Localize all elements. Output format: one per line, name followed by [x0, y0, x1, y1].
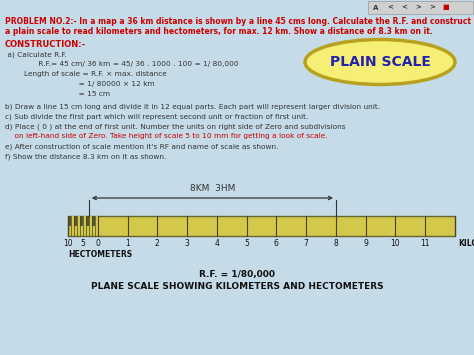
- Text: b) Draw a line 15 cm long and divide it in 12 equal parts. Each part will repres: b) Draw a line 15 cm long and divide it …: [5, 103, 380, 109]
- Text: PLANE SCALE SHOWING KILOMETERS AND HECTOMETERS: PLANE SCALE SHOWING KILOMETERS AND HECTO…: [91, 282, 383, 291]
- Text: 3: 3: [185, 239, 190, 248]
- Text: CONSTRUCTION:-: CONSTRUCTION:-: [5, 40, 86, 49]
- Text: <: <: [401, 5, 407, 11]
- Text: ■: ■: [443, 5, 449, 11]
- Text: R.F. = 1/80,000: R.F. = 1/80,000: [199, 270, 275, 279]
- Bar: [86, 216, 89, 226]
- Bar: [83, 216, 86, 226]
- Text: 10: 10: [63, 239, 73, 248]
- Text: 6: 6: [274, 239, 279, 248]
- Text: 8: 8: [334, 239, 338, 248]
- Text: 4: 4: [214, 239, 219, 248]
- Text: 5: 5: [81, 239, 85, 248]
- Text: >: >: [415, 5, 421, 11]
- Text: = 15 cm: = 15 cm: [5, 91, 110, 97]
- Bar: [95, 216, 98, 226]
- Text: c) Sub divide the first part which will represent second unit or fraction of fir: c) Sub divide the first part which will …: [5, 113, 309, 120]
- Text: 8KM  3HM: 8KM 3HM: [190, 184, 235, 193]
- Text: PROBLEM NO.2:- In a map a 36 km distance is shown by a line 45 cms long. Calcula: PROBLEM NO.2:- In a map a 36 km distance…: [5, 17, 471, 26]
- Bar: [92, 216, 95, 226]
- Bar: [368, 1, 473, 14]
- Bar: [89, 216, 92, 226]
- Text: on left-hand side of Zero. Take height of scale 5 to 10 mm for getting a look of: on left-hand side of Zero. Take height o…: [5, 133, 328, 139]
- Text: 5: 5: [244, 239, 249, 248]
- Text: a plain scale to read kilometers and hectometers, for max. 12 km. Show a distanc: a plain scale to read kilometers and hec…: [5, 27, 433, 36]
- Text: a) Calculate R.F.: a) Calculate R.F.: [5, 51, 67, 58]
- Bar: [74, 216, 77, 226]
- Text: d) Place ( 0 ) at the end of first unit. Number the units on right side of Zero : d) Place ( 0 ) at the end of first unit.…: [5, 123, 346, 130]
- Text: = 1/ 80000 × 12 km: = 1/ 80000 × 12 km: [5, 81, 155, 87]
- Ellipse shape: [305, 39, 455, 84]
- Bar: [68, 216, 71, 226]
- Text: 2: 2: [155, 239, 160, 248]
- Text: HECTOMETERS: HECTOMETERS: [68, 250, 132, 259]
- Text: 7: 7: [304, 239, 309, 248]
- Text: KILOMETERS: KILOMETERS: [458, 239, 474, 248]
- Bar: [80, 216, 83, 226]
- Text: Length of scale = R.F. × max. distance: Length of scale = R.F. × max. distance: [5, 71, 167, 77]
- Text: f) Show the distance 8.3 km on it as shown.: f) Show the distance 8.3 km on it as sho…: [5, 153, 166, 159]
- Bar: [68, 216, 455, 236]
- Text: PLAIN SCALE: PLAIN SCALE: [329, 55, 430, 69]
- Text: 1: 1: [125, 239, 130, 248]
- Text: e) After construction of scale mention it's RF and name of scale as shown.: e) After construction of scale mention i…: [5, 143, 279, 149]
- Text: 10: 10: [391, 239, 400, 248]
- Text: R.F.= 45 cm/ 36 km = 45/ 36 . 1000 . 100 = 1/ 80,000: R.F.= 45 cm/ 36 km = 45/ 36 . 1000 . 100…: [5, 61, 238, 67]
- Bar: [71, 216, 74, 226]
- Text: 9: 9: [363, 239, 368, 248]
- Text: 11: 11: [420, 239, 430, 248]
- Text: >: >: [429, 5, 435, 11]
- Bar: [77, 216, 80, 226]
- Text: 0: 0: [95, 239, 100, 248]
- Text: <: <: [387, 5, 393, 11]
- Text: A: A: [374, 5, 379, 11]
